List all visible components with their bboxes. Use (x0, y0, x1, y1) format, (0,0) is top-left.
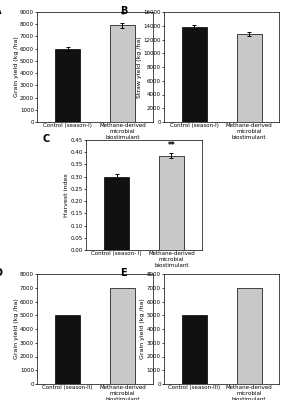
Bar (159, 156, 184, 250)
Text: *: * (121, 11, 124, 20)
Text: B: B (120, 6, 128, 16)
Bar (110, 26, 135, 122)
Bar (104, 177, 129, 250)
Y-axis label: Grain yield (kg /ha): Grain yield (kg /ha) (14, 37, 19, 97)
Y-axis label: Harvest index: Harvest index (64, 173, 69, 217)
Bar (182, 315, 207, 384)
Bar (237, 288, 262, 384)
Text: **: ** (168, 141, 175, 150)
Bar (110, 288, 135, 384)
Bar (182, 27, 207, 122)
Text: D: D (0, 268, 2, 278)
Bar (55, 315, 80, 384)
Text: A: A (0, 6, 1, 16)
Y-axis label: Straw yield (kg /ha): Straw yield (kg /ha) (137, 36, 142, 98)
Bar (237, 34, 262, 122)
Y-axis label: Grain yield (kg /ha): Grain yield (kg /ha) (14, 299, 19, 359)
Text: C: C (43, 134, 50, 144)
Text: E: E (120, 268, 127, 278)
Y-axis label: Grain yield (kg /ha): Grain yield (kg /ha) (140, 299, 145, 359)
Bar (55, 49, 80, 122)
